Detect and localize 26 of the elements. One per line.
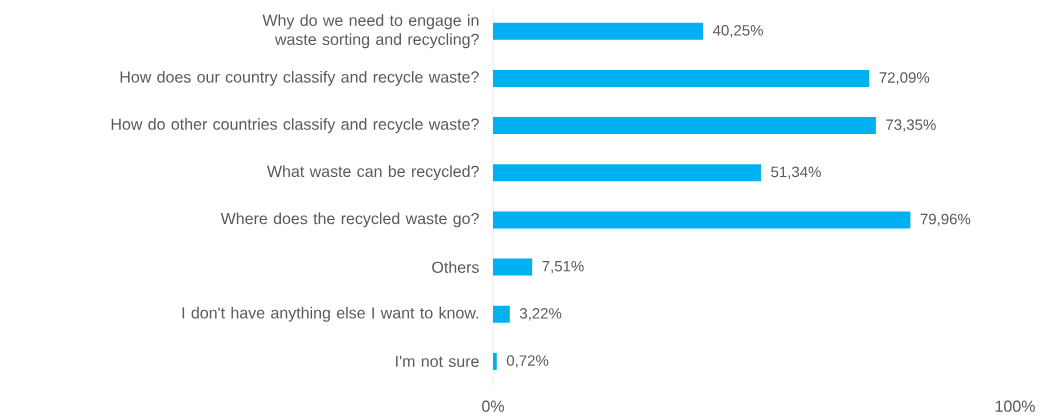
data-label: 7,51% [542, 260, 584, 274]
y-tick-label: I don't have anything else I want to know. [182, 306, 478, 322]
data-label: 0,72% [506, 355, 549, 368]
bar [493, 258, 533, 276]
bar [493, 305, 510, 323]
data-label: 73,35% [886, 119, 936, 132]
data-label: 79,96% [920, 213, 971, 227]
data-label: 40,25% [712, 25, 763, 38]
bar [493, 69, 870, 87]
y-tick-label: How do other countries classify and recycle waste? [111, 118, 479, 134]
y-tick-label: I'm not sure [396, 355, 479, 367]
x-tick-label: 100% [995, 400, 1035, 412]
bar [493, 164, 761, 182]
bar [493, 352, 497, 370]
x-tick-label: 0% [482, 400, 504, 412]
data-label: 72,09% [879, 72, 930, 85]
y-tick-label: Others [432, 261, 479, 273]
bar [493, 22, 704, 40]
y-tick-label: What waste can be recycled? [266, 165, 479, 181]
y-tick-label: Why do we need to engage in waste sorting and recycling? [262, 14, 479, 49]
y-tick-label: How does our country classify and recycle waste? [120, 70, 479, 86]
bar [493, 117, 876, 135]
data-label: 3,22% [519, 308, 562, 321]
bar [493, 211, 911, 229]
y-tick-label: Where does the recycled waste go? [220, 212, 479, 228]
data-label: 51,34% [771, 166, 821, 179]
